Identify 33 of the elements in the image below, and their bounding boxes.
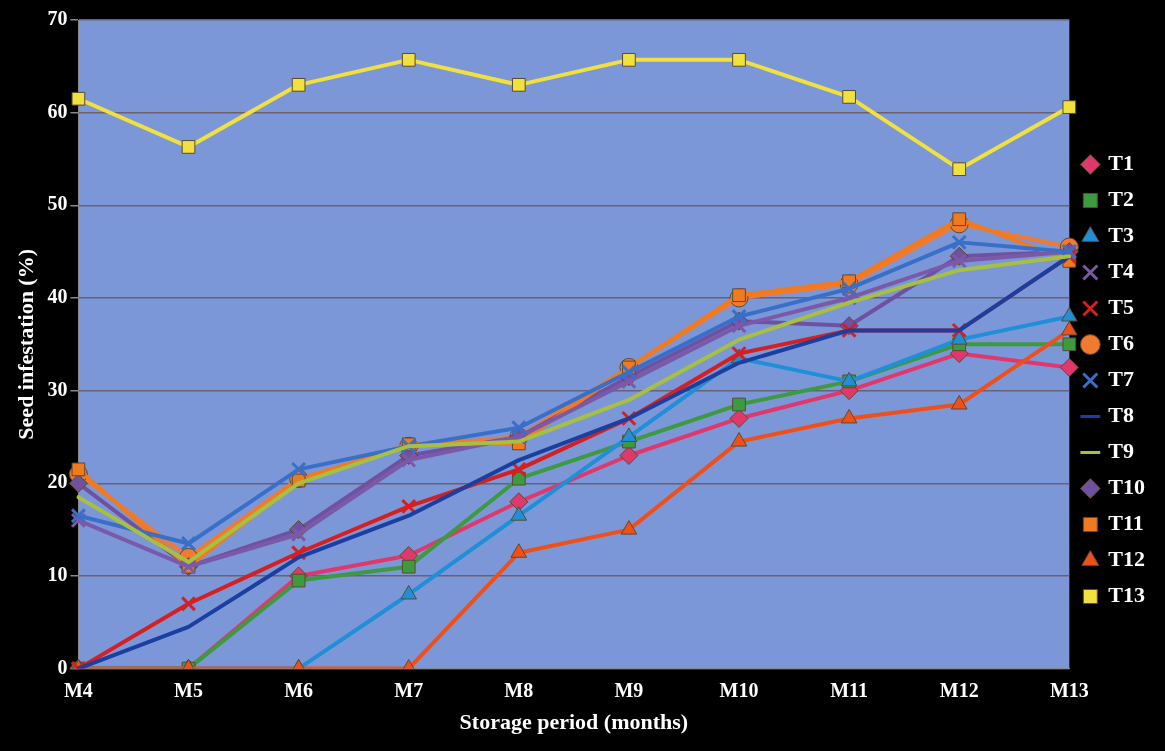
legend-label: T10	[1108, 474, 1146, 500]
y-axis-title: Seed infestation (%)	[12, 248, 38, 440]
legend-label: T6	[1108, 330, 1135, 356]
legend-label: T2	[1108, 186, 1135, 212]
x-tick-label: M8	[504, 678, 534, 701]
x-tick-label: M4	[63, 678, 93, 701]
legend-label: T9	[1108, 438, 1135, 464]
y-tick-label: 40	[47, 285, 68, 308]
y-tick-label: 10	[47, 563, 68, 586]
x-tick-label: M7	[394, 678, 424, 701]
legend-label: T1	[1108, 150, 1135, 176]
legend-label: T13	[1108, 582, 1146, 608]
y-tick-label: 50	[47, 192, 68, 215]
x-tick-label: M13	[1049, 678, 1089, 701]
y-tick-label: 30	[47, 377, 68, 400]
legend-label: T12	[1108, 546, 1146, 572]
legend-label: T4	[1108, 258, 1135, 284]
legend-label: T8	[1108, 402, 1135, 428]
legend-label: T11	[1108, 510, 1144, 536]
x-tick-label: M9	[614, 678, 644, 701]
y-tick-label: 0	[57, 655, 68, 678]
y-tick-label: 20	[47, 470, 68, 493]
x-tick-label: M10	[719, 678, 759, 701]
x-tick-label: M11	[830, 678, 869, 701]
y-tick-label: 70	[47, 7, 68, 30]
x-tick-label: M12	[939, 678, 979, 701]
x-tick-label: M6	[284, 678, 314, 701]
x-axis-title: Storage period (months)	[459, 709, 689, 735]
legend-label: T3	[1108, 222, 1135, 248]
y-tick-label: 60	[47, 99, 68, 122]
legend-label: T5	[1108, 294, 1135, 320]
x-tick-label: M5	[174, 678, 203, 701]
legend-label: T7	[1108, 366, 1135, 392]
